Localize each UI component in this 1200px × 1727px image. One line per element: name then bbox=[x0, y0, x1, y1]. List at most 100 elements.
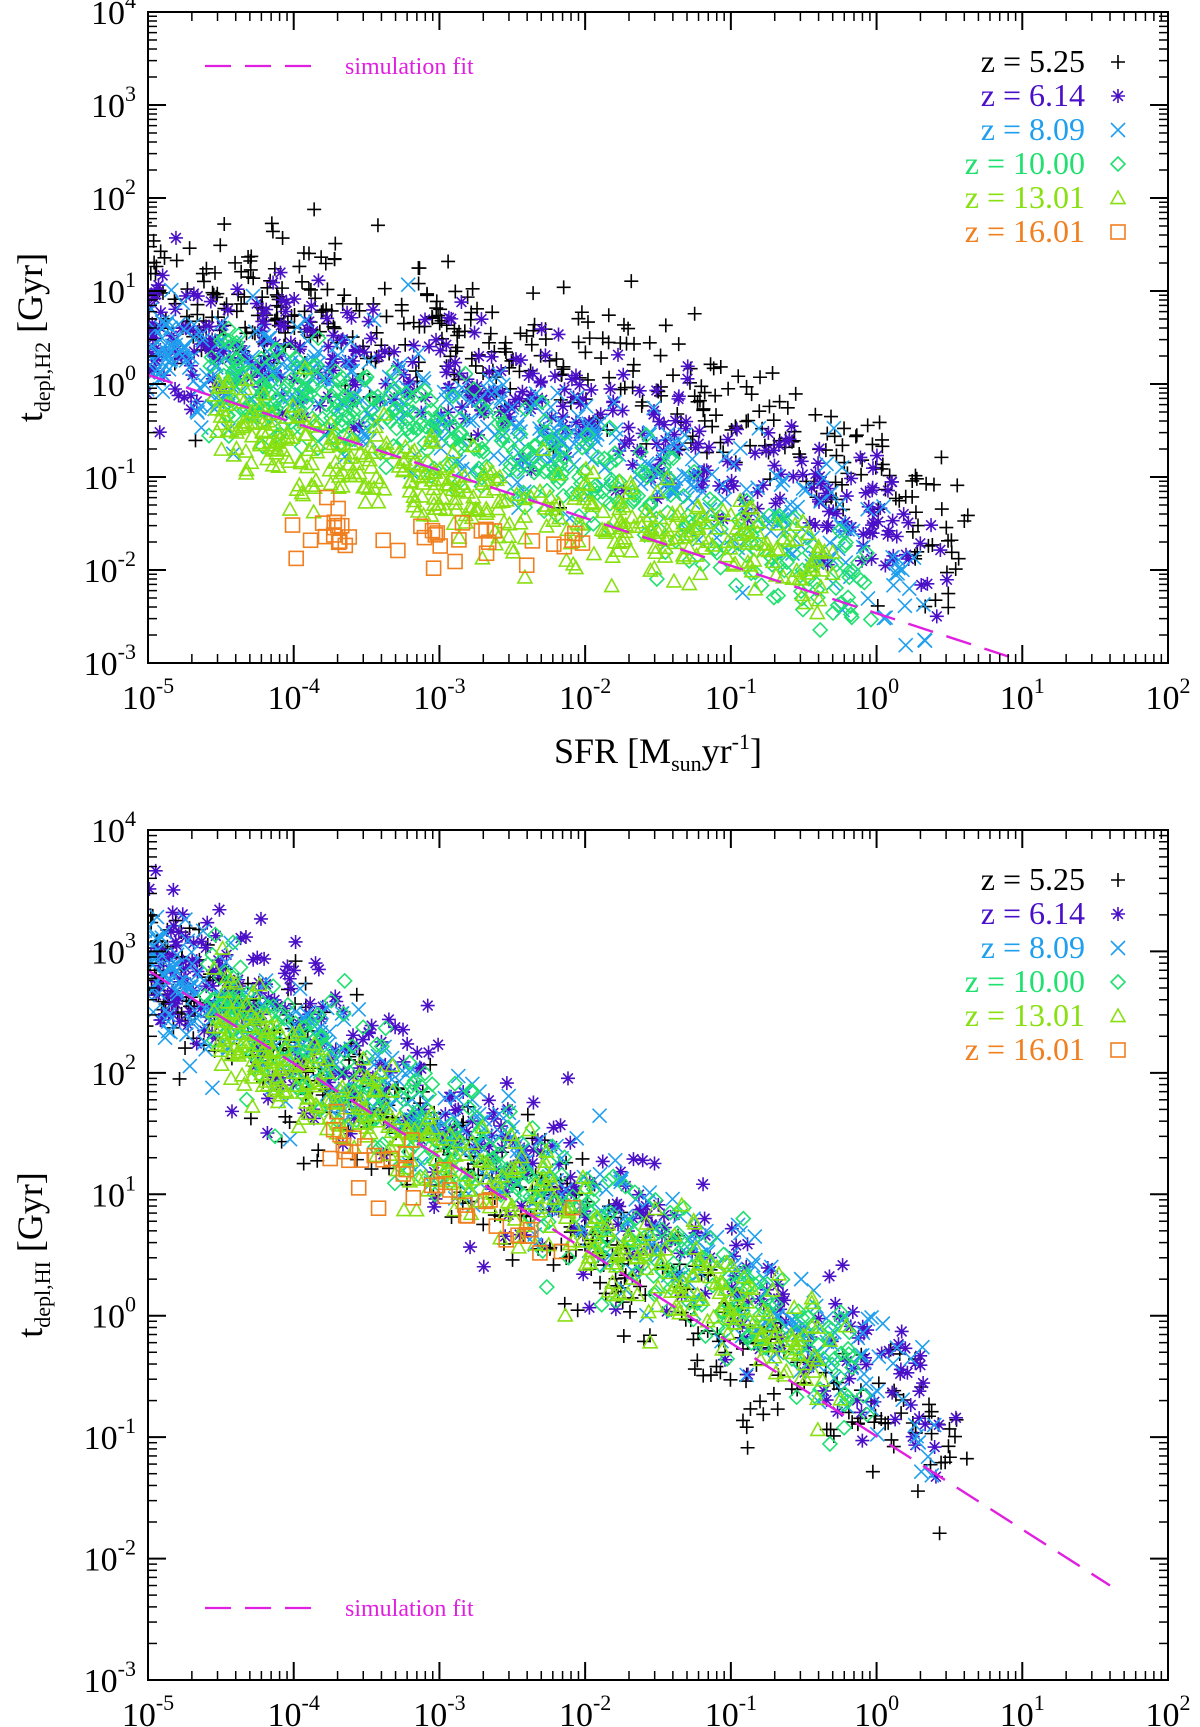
data-point bbox=[824, 543, 842, 559]
data-point bbox=[632, 383, 647, 398]
data-point bbox=[578, 398, 594, 414]
data-point bbox=[330, 479, 347, 495]
data-point bbox=[182, 1004, 197, 1019]
data-point bbox=[697, 463, 712, 478]
data-point bbox=[704, 536, 721, 552]
data-point bbox=[369, 388, 386, 405]
data-point bbox=[510, 1238, 528, 1254]
data-point bbox=[265, 1043, 283, 1059]
data-point bbox=[716, 512, 731, 527]
data-point bbox=[594, 351, 609, 366]
data-point bbox=[682, 375, 697, 390]
data-point bbox=[244, 249, 259, 264]
data-point bbox=[346, 1069, 361, 1084]
data-point bbox=[790, 1331, 807, 1347]
data-point bbox=[711, 1284, 729, 1300]
data-point bbox=[853, 450, 868, 465]
data-point bbox=[334, 464, 352, 480]
data-point bbox=[310, 1048, 328, 1064]
data-point bbox=[193, 1001, 208, 1016]
data-point bbox=[512, 457, 530, 474]
data-point bbox=[524, 337, 539, 352]
data-point bbox=[798, 482, 814, 498]
data-point bbox=[371, 349, 386, 364]
data-point bbox=[200, 915, 215, 930]
data-point bbox=[148, 221, 152, 224]
data-point bbox=[342, 363, 359, 380]
data-point bbox=[398, 337, 413, 352]
data-point bbox=[504, 543, 522, 559]
data-point bbox=[348, 377, 363, 392]
legend-marker bbox=[1110, 122, 1126, 138]
data-point bbox=[175, 339, 191, 355]
data-point bbox=[228, 423, 246, 439]
data-point bbox=[600, 423, 615, 438]
data-point bbox=[249, 296, 264, 311]
data-point bbox=[501, 515, 518, 531]
data-point bbox=[246, 1000, 261, 1015]
data-point bbox=[845, 1415, 860, 1430]
legend-entry-label: z = 6.14 bbox=[981, 895, 1085, 931]
data-point bbox=[896, 507, 911, 522]
data-point bbox=[576, 1179, 594, 1195]
data-point bbox=[160, 939, 175, 954]
data-point bbox=[880, 527, 895, 542]
data-point bbox=[609, 541, 626, 557]
data-point bbox=[210, 373, 228, 389]
data-point bbox=[740, 1440, 755, 1455]
data-point bbox=[864, 1387, 880, 1403]
data-point bbox=[486, 523, 503, 539]
data-point bbox=[773, 467, 788, 482]
legend: z = 5.25z = 6.14z = 8.09z = 10.00z = 13.… bbox=[965, 861, 1127, 1067]
data-point bbox=[422, 392, 439, 409]
data-point bbox=[244, 984, 262, 1000]
data-point bbox=[384, 1082, 402, 1098]
data-point bbox=[288, 934, 303, 949]
data-point bbox=[313, 1027, 330, 1045]
data-point bbox=[747, 1252, 763, 1268]
data-point bbox=[675, 487, 692, 505]
data-point bbox=[482, 335, 497, 350]
data-point bbox=[414, 1061, 429, 1076]
data-point bbox=[709, 408, 724, 423]
data-point bbox=[824, 1334, 839, 1349]
data-point bbox=[872, 415, 887, 430]
data-point bbox=[224, 364, 241, 382]
data-point bbox=[402, 1151, 420, 1167]
data-point bbox=[371, 473, 389, 489]
data-point bbox=[555, 487, 572, 505]
data-point bbox=[858, 544, 876, 562]
data-point bbox=[928, 593, 943, 608]
data-point bbox=[331, 533, 348, 549]
data-point bbox=[624, 274, 639, 289]
data-point bbox=[148, 932, 155, 948]
data-point bbox=[659, 1304, 674, 1319]
data-point bbox=[505, 1252, 520, 1267]
data-point bbox=[824, 604, 842, 622]
data-point bbox=[447, 1110, 463, 1126]
data-point bbox=[662, 486, 679, 504]
data-point bbox=[288, 954, 303, 969]
data-point bbox=[246, 271, 261, 286]
data-point bbox=[865, 1464, 880, 1479]
data-point bbox=[411, 261, 426, 276]
data-point bbox=[254, 438, 271, 455]
data-point bbox=[869, 1426, 885, 1442]
data-point bbox=[515, 384, 530, 399]
data-point bbox=[502, 409, 517, 424]
data-point bbox=[261, 1061, 278, 1077]
legend-entry-label: z = 10.00 bbox=[965, 963, 1085, 999]
data-point bbox=[564, 555, 582, 571]
data-point bbox=[680, 359, 695, 374]
data-point bbox=[540, 1213, 557, 1230]
data-point bbox=[933, 543, 948, 558]
data-point bbox=[947, 1429, 962, 1444]
data-point bbox=[471, 1152, 489, 1168]
data-point bbox=[744, 387, 759, 402]
data-point bbox=[950, 478, 965, 493]
data-point bbox=[406, 315, 421, 330]
data-point bbox=[268, 444, 285, 460]
data-point bbox=[641, 521, 659, 537]
data-point bbox=[770, 1265, 788, 1281]
data-point bbox=[499, 1193, 517, 1209]
